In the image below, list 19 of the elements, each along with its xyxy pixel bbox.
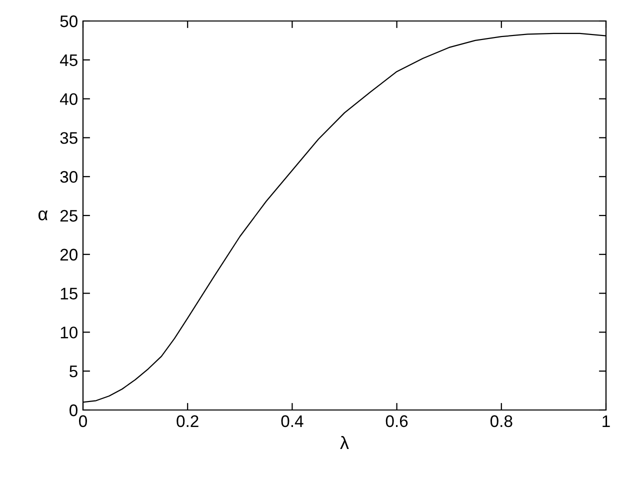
x-tick-label: 0.2 xyxy=(176,415,198,428)
y-tick-label: 40 xyxy=(60,93,78,106)
y-axis-title: α xyxy=(38,210,48,220)
y-tick-label: 5 xyxy=(70,366,78,378)
y-tick-label: 25 xyxy=(60,210,78,222)
y-tick-label: 0 xyxy=(70,404,78,416)
y-tick-label: 20 xyxy=(60,248,78,261)
x-tick-label: 0 xyxy=(79,415,87,428)
y-tick-label: 45 xyxy=(60,54,78,66)
y-tick-label: 35 xyxy=(60,132,78,144)
y-tick-label: 30 xyxy=(60,171,78,183)
x-tick-label: 1 xyxy=(602,415,610,427)
x-tick-label: 0.6 xyxy=(386,415,408,428)
x-tick-label: 0.8 xyxy=(490,415,512,428)
y-tick-label: 10 xyxy=(60,326,78,338)
x-axis-title: λ xyxy=(340,436,349,450)
y-tick-label: 50 xyxy=(60,15,78,28)
x-tick-label: 0.4 xyxy=(281,415,304,428)
y-tick-label: 15 xyxy=(60,288,78,300)
